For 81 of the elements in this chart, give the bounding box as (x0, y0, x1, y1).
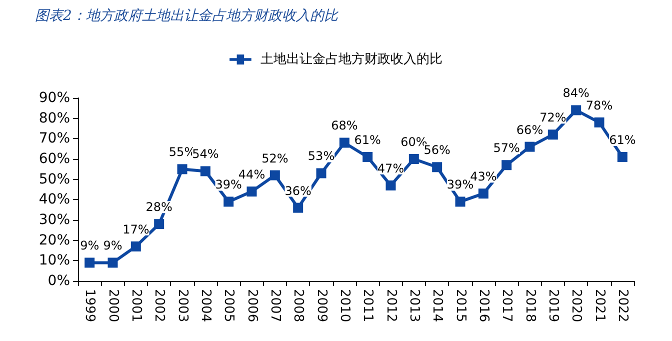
x-tick-label: 2000 (105, 289, 120, 322)
point (200, 166, 210, 176)
point (571, 105, 582, 116)
y-tick-label: 90% (38, 90, 70, 106)
chart-title: 图表2：地方政府土地出让金占地方财政收入的比 (35, 8, 339, 24)
data-label: 68% (331, 118, 358, 133)
data-label: 44% (238, 168, 266, 182)
y-tick-label: 0% (48, 273, 70, 289)
legend-label: 土地出让金占地方财政收入的比 (260, 51, 442, 67)
data-label: 56% (424, 143, 450, 158)
x-tick-label: 2006 (244, 289, 260, 322)
point (432, 162, 442, 172)
point (617, 152, 628, 162)
x-tick-label: 2018 (522, 289, 538, 322)
y-tick-label: 50% (38, 171, 70, 188)
point (177, 164, 188, 174)
x-tick-label: 2017 (499, 289, 514, 322)
y-tick-label: 20% (38, 232, 70, 248)
x-tick-label: 2001 (128, 289, 144, 322)
data-label: 84% (562, 86, 590, 100)
x-tick-label: 2021 (592, 289, 607, 322)
y-tick-label: 40% (38, 192, 70, 208)
point (524, 142, 535, 152)
data-label: 53% (308, 149, 335, 164)
x-tick-label: 2002 (152, 289, 167, 322)
data-label: 47% (377, 161, 404, 176)
point (246, 186, 257, 197)
data-label: 28% (146, 200, 172, 214)
x-tick-label: 2008 (290, 289, 306, 322)
x-tick-label: 2019 (545, 289, 560, 322)
x-tick-label: 1999 (82, 289, 98, 322)
data-label: 17% (122, 222, 150, 236)
point (594, 117, 604, 128)
point (108, 258, 118, 268)
x-tick-label: 2004 (198, 289, 213, 322)
point (293, 202, 304, 213)
x-tick-label: 2013 (406, 289, 422, 322)
x-tick-label: 2020 (568, 289, 584, 322)
point (386, 180, 396, 190)
point (84, 258, 95, 268)
data-label: 72% (540, 110, 566, 125)
data-label: 61% (354, 132, 381, 147)
x-tick-label: 2009 (314, 289, 329, 322)
data-label: 43% (470, 170, 497, 184)
point (224, 196, 234, 207)
data-label: 57% (493, 141, 520, 156)
data-label: 39% (215, 178, 242, 192)
point (154, 219, 164, 230)
y-tick-label: 70% (38, 130, 70, 147)
data-label: 36% (284, 184, 312, 198)
point (478, 188, 488, 199)
y-tick-label: 30% (38, 212, 70, 228)
point (455, 196, 466, 207)
data-label: 9% (80, 238, 100, 253)
data-label: 61% (609, 132, 636, 147)
x-tick-label: 2022 (614, 289, 630, 322)
data-label: 39% (446, 178, 474, 192)
y-tick-label: 60% (38, 151, 70, 167)
point (339, 138, 350, 148)
y-tick-label: 10% (38, 252, 70, 269)
x-tick-label: 2014 (430, 289, 445, 322)
point (130, 241, 141, 252)
data-label: 78% (586, 98, 613, 112)
x-tick-label: 2015 (452, 289, 468, 322)
point (408, 154, 419, 164)
x-tick-label: 2003 (174, 289, 190, 322)
point (548, 130, 558, 140)
data-label: 66% (516, 122, 544, 137)
x-tick-label: 2012 (383, 289, 398, 322)
x-tick-label: 2016 (476, 289, 491, 322)
x-tick-label: 2007 (267, 289, 282, 322)
x-tick-label: 2005 (221, 289, 236, 322)
data-label: 9% (103, 238, 122, 253)
y-tick-label: 80% (38, 110, 70, 126)
point (316, 168, 326, 178)
data-label: 52% (262, 151, 288, 166)
point (502, 160, 512, 170)
point (270, 170, 280, 180)
x-tick-label: 2011 (360, 289, 376, 322)
x-tick-label: 2010 (336, 289, 352, 322)
point (362, 152, 373, 162)
